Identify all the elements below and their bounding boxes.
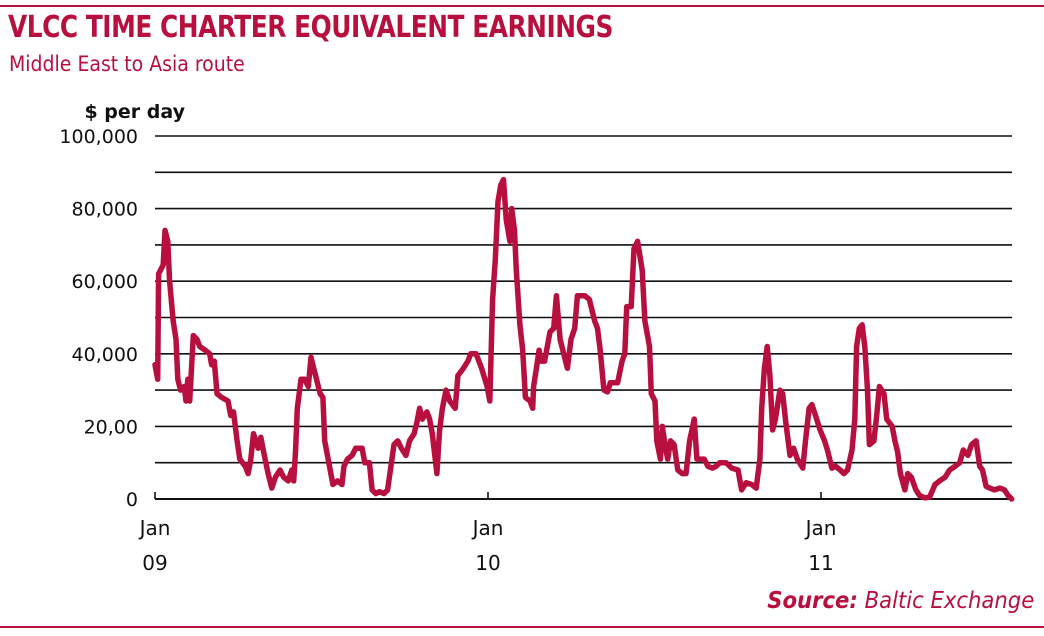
x-tick-label-month: Jan — [138, 516, 171, 540]
y-tick-label: 0 — [126, 489, 138, 511]
gridlines — [155, 135, 1012, 500]
y-tick-label: 20,00 — [84, 416, 138, 438]
chart-subtitle: Middle East to Asia route — [9, 52, 245, 76]
y-axis-labels: 100,000 80,000 60,000 40,000 20,00 0 — [59, 126, 138, 511]
y-tick-label: 40,000 — [72, 344, 138, 366]
bottom-rule — [0, 626, 1044, 628]
y-tick-label: 80,000 — [72, 199, 138, 221]
y-axis-title: $ per day — [84, 101, 185, 123]
x-tick-label-month: Jan — [471, 516, 504, 540]
chart-title: VLCC TIME CHARTER EQUIVALENT EARNINGS — [8, 10, 613, 45]
source-label: Source: — [766, 588, 858, 614]
x-tick-label-year: 09 — [142, 551, 167, 575]
source-text: Baltic Exchange — [864, 588, 1034, 614]
series-line — [152, 176, 1015, 502]
x-axis: Jan 09 Jan 10 Jan 11 — [138, 492, 837, 575]
x-tick-label-month: Jan — [804, 516, 837, 540]
x-tick-label-year: 11 — [808, 551, 833, 575]
y-tick-label: 100,000 — [59, 126, 138, 148]
y-tick-label: 60,000 — [72, 271, 138, 293]
x-tick-label-year: 10 — [475, 551, 500, 575]
source-note: Source: Baltic Exchange — [767, 588, 1034, 614]
top-rule — [0, 5, 1044, 7]
